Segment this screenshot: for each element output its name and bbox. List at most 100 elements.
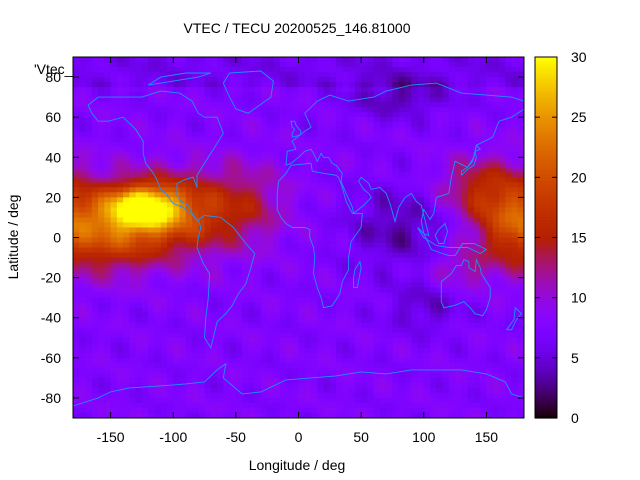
heatmap-cell <box>85 82 93 88</box>
heatmap-cell <box>166 322 174 329</box>
heatmap-cell <box>329 352 337 359</box>
heatmap-cell <box>148 362 155 369</box>
heatmap-cell <box>260 397 268 404</box>
heatmap-cell <box>185 252 193 259</box>
heatmap-cell <box>342 132 350 138</box>
heatmap-cell <box>116 227 124 233</box>
heatmap-cell <box>73 187 80 193</box>
heatmap-cell <box>498 162 506 168</box>
heatmap-cell <box>273 222 281 228</box>
heatmap-cell <box>123 197 130 203</box>
heatmap-cell <box>323 92 331 98</box>
heatmap-cell <box>185 147 193 153</box>
heatmap-cell <box>110 242 118 249</box>
heatmap-cell <box>229 337 237 344</box>
heatmap-cell <box>179 402 187 409</box>
heatmap-cell <box>480 307 487 314</box>
heatmap-cell <box>141 62 149 68</box>
heatmap-cell <box>298 247 306 254</box>
heatmap-cell <box>304 252 312 259</box>
heatmap-cell <box>192 137 199 143</box>
heatmap-cell <box>104 177 112 183</box>
heatmap-cell <box>467 247 475 254</box>
heatmap-cell <box>511 362 519 369</box>
heatmap-cell <box>79 97 87 103</box>
heatmap-cell <box>135 282 143 289</box>
heatmap-cell <box>129 347 137 354</box>
heatmap-cell <box>411 307 419 314</box>
heatmap-cell <box>342 202 350 208</box>
heatmap-cell <box>342 182 350 188</box>
heatmap-cell <box>173 292 180 299</box>
heatmap-cell <box>267 132 274 138</box>
heatmap-cell <box>248 142 256 148</box>
heatmap-cell <box>254 147 262 153</box>
heatmap-cell <box>467 212 475 218</box>
heatmap-cell <box>379 312 387 319</box>
heatmap-cell <box>192 362 199 369</box>
heatmap-cell <box>135 297 143 304</box>
heatmap-cell <box>91 327 99 334</box>
heatmap-cell <box>423 322 431 329</box>
heatmap-cell <box>311 382 318 389</box>
heatmap-cell <box>442 347 450 354</box>
heatmap-cell <box>505 62 512 68</box>
heatmap-cell <box>116 112 124 118</box>
heatmap-cell <box>242 372 249 379</box>
heatmap-cell <box>411 262 419 269</box>
heatmap-cell <box>110 212 118 218</box>
heatmap-cell <box>254 382 262 389</box>
heatmap-cell <box>223 172 231 178</box>
heatmap-cell <box>505 282 512 289</box>
heatmap-cell <box>148 142 155 148</box>
heatmap-cell <box>79 397 87 404</box>
heatmap-cell <box>348 232 356 238</box>
heatmap-cell <box>173 232 180 238</box>
heatmap-cell <box>492 117 500 123</box>
heatmap-cell <box>141 202 149 208</box>
heatmap-cell <box>185 87 193 93</box>
heatmap-cell <box>229 377 237 384</box>
heatmap-cell <box>430 267 437 274</box>
heatmap-cell <box>185 262 193 269</box>
heatmap-cell <box>423 192 431 198</box>
heatmap-cell <box>204 272 212 279</box>
heatmap-cell <box>104 352 112 359</box>
heatmap-cell <box>198 362 206 369</box>
heatmap-cell <box>242 342 249 349</box>
heatmap-cell <box>411 192 419 198</box>
heatmap-cell <box>210 337 218 344</box>
heatmap-cell <box>492 192 500 198</box>
heatmap-cell <box>317 352 325 359</box>
heatmap-cell <box>467 257 475 264</box>
heatmap-cell <box>185 227 193 233</box>
heatmap-cell <box>329 337 337 344</box>
heatmap-cell <box>336 82 343 88</box>
heatmap-cell <box>279 97 287 103</box>
heatmap-cell <box>361 92 368 98</box>
heatmap-cell <box>285 62 293 68</box>
heatmap-cell <box>505 182 512 188</box>
heatmap-cell <box>317 317 325 324</box>
heatmap-cell <box>129 277 137 284</box>
heatmap-cell <box>123 297 130 304</box>
heatmap-cell <box>116 332 124 339</box>
heatmap-cell <box>323 387 331 394</box>
heatmap-cell <box>461 77 469 83</box>
heatmap-cell <box>285 347 293 354</box>
heatmap-cell <box>267 167 274 173</box>
heatmap-cell <box>279 292 287 299</box>
heatmap-cell <box>104 67 112 73</box>
heatmap-cell <box>511 67 519 73</box>
heatmap-cell <box>98 137 105 143</box>
heatmap-cell <box>229 252 237 259</box>
heatmap-cell <box>398 392 406 399</box>
heatmap-cell <box>329 377 337 384</box>
heatmap-cell <box>386 357 393 364</box>
heatmap-cell <box>129 282 137 289</box>
heatmap-cell <box>154 77 162 83</box>
heatmap-cell <box>229 322 237 329</box>
heatmap-cell <box>304 242 312 249</box>
heatmap-cell <box>329 62 337 68</box>
heatmap-cell <box>273 277 281 284</box>
